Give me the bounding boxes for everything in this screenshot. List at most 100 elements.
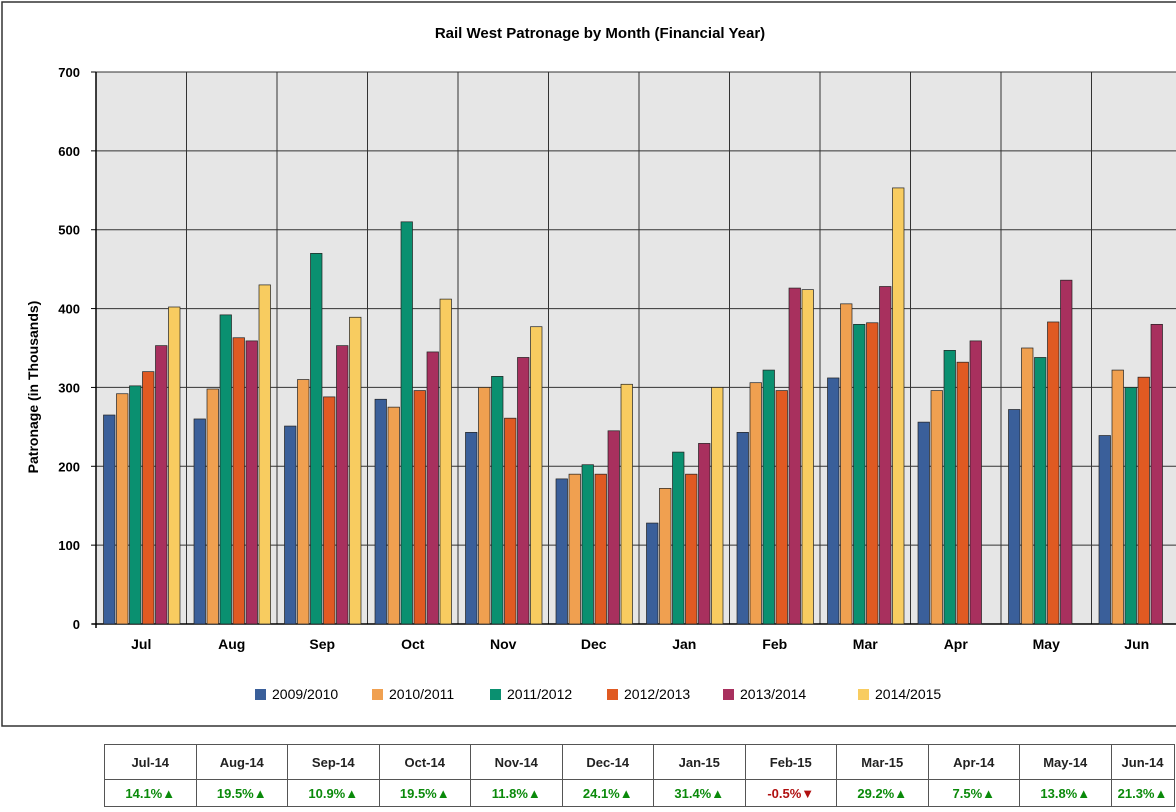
change-cell: -0.5%▼ [744, 779, 837, 807]
month-header-cell: Apr-14 [927, 744, 1020, 780]
bar-2013-2014-nov [517, 357, 530, 625]
y-tick-label: 100 [58, 538, 80, 553]
month-header-cell: Feb-15 [744, 744, 837, 780]
month-header-cell: Mar-15 [836, 744, 929, 780]
bar-2012-2013-apr [956, 361, 969, 625]
bar-2010-2011-jul [116, 393, 129, 625]
bar-2011-2012-nov [491, 376, 504, 625]
bar-2014-2015-jan [711, 387, 724, 625]
change-cell: 29.2%▲ [836, 779, 929, 807]
bar-2011-2012-oct [400, 221, 413, 625]
bar-2009-2010-sep [284, 425, 297, 625]
bar-2012-2013-aug [232, 337, 245, 625]
bar-2011-2012-mar [853, 323, 866, 625]
change-cell: 11.8%▲ [470, 779, 563, 807]
bar-2013-2014-aug [245, 340, 258, 625]
x-tick-label: Jun [1124, 636, 1149, 652]
bar-2010-2011-dec [568, 473, 581, 625]
y-tick-label: 600 [58, 144, 80, 159]
x-tick-label: Nov [490, 636, 517, 652]
bar-2010-2011-mar [840, 303, 853, 625]
bar-2012-2013-jan [685, 473, 698, 625]
x-tick-label: Dec [581, 636, 607, 652]
x-tick-label: Jul [131, 636, 151, 652]
bar-2009-2010-jan [646, 522, 659, 625]
bar-2012-2013-feb [775, 390, 788, 625]
legend-label: 2013/2014 [740, 686, 806, 702]
bar-2009-2010-may [1008, 409, 1021, 625]
bar-2014-2015-sep [349, 316, 362, 625]
bar-2011-2012-feb [762, 369, 775, 625]
bar-2009-2010-aug [193, 418, 206, 625]
bar-2011-2012-apr [943, 350, 956, 625]
bar-2011-2012-may [1034, 357, 1047, 625]
x-tick-label: Feb [762, 636, 787, 652]
bar-2011-2012-jun [1124, 387, 1137, 625]
bar-2013-2014-mar [879, 286, 892, 625]
change-cell: 24.1%▲ [561, 779, 654, 807]
change-cell: 10.9%▲ [287, 779, 380, 807]
month-header-cell: Aug-14 [195, 744, 288, 780]
legend-label: 2010/2011 [389, 686, 454, 702]
bar-2012-2013-jun [1137, 376, 1150, 625]
bar-chart: Rail West Patronage by Month (Financial … [1, 1, 1176, 727]
legend-label: 2012/2013 [624, 686, 690, 702]
month-header-cell: Jan-15 [653, 744, 746, 780]
bar-2013-2014-jan [698, 443, 711, 625]
bar-2011-2012-dec [581, 464, 594, 625]
bar-2013-2014-feb [788, 287, 801, 625]
y-tick-label: 700 [58, 65, 80, 80]
bar-2009-2010-oct [374, 398, 387, 625]
x-tick-label: Apr [944, 636, 969, 652]
x-tick-label: Mar [853, 636, 878, 652]
month-header-cell: Nov-14 [470, 744, 563, 780]
month-header-cell: Oct-14 [378, 744, 471, 780]
legend-label: 2014/2015 [875, 686, 941, 702]
chart-frame: Rail West Patronage by Month (Financial … [1, 1, 1176, 727]
change-cell: 19.5%▲ [378, 779, 471, 807]
bar-2013-2014-sep [336, 345, 349, 625]
bar-2012-2013-oct [413, 390, 426, 625]
bar-2013-2014-jul [155, 345, 168, 625]
y-tick-label: 400 [58, 302, 80, 317]
y-tick-label: 200 [58, 459, 80, 474]
bar-2010-2011-jun [1111, 369, 1124, 625]
plot-area: 0 100 200 300 400 500 600 700 Jul Aug Sep Oct Nov Dec… [58, 65, 1176, 652]
change-cell: 7.5%▲ [927, 779, 1020, 807]
change-cell: 14.1%▲ [104, 779, 197, 807]
bar-2013-2014-apr [969, 340, 982, 625]
bar-2009-2010-jul [103, 414, 116, 625]
x-tick-label: Aug [218, 636, 245, 652]
bar-2011-2012-jan [672, 451, 685, 625]
bar-2009-2010-mar [827, 377, 840, 625]
x-tick-label: Sep [309, 636, 335, 652]
plot-background [96, 72, 1176, 624]
bar-2010-2011-sep [297, 379, 310, 625]
bar-2014-2015-nov [530, 326, 543, 625]
change-cell: 19.5%▲ [195, 779, 288, 807]
bar-2011-2012-sep [310, 253, 323, 625]
x-tick-label: Jan [672, 636, 696, 652]
bar-2010-2011-nov [478, 387, 491, 625]
change-row: 14.1%▲ 19.5%▲ 10.9%▲ 19.5%▲ 11.8%▲ 24.1%▲ 31.4… [104, 779, 1175, 807]
month-header-cell: Jun-14 [1110, 744, 1175, 780]
bar-2010-2011-may [1021, 347, 1034, 625]
bar-2012-2013-dec [594, 473, 607, 625]
legend: 2009/2010 2010/2011 2011/2012 2012/2013 2013… [255, 686, 941, 702]
legend-label: 2009/2010 [272, 686, 338, 702]
y-tick-label: 500 [58, 223, 80, 238]
bar-2010-2011-aug [206, 388, 219, 625]
bar-2010-2011-apr [930, 390, 943, 625]
bar-2010-2011-feb [749, 382, 762, 625]
bar-2009-2010-jun [1098, 435, 1111, 625]
legend-swatch [858, 689, 869, 700]
month-header-cell: May-14 [1019, 744, 1112, 780]
month-header-cell: Sep-14 [287, 744, 380, 780]
bar-2013-2014-jun [1150, 323, 1163, 625]
y-tick-label: 300 [58, 380, 80, 395]
legend-swatch [490, 689, 501, 700]
bar-2009-2010-dec [555, 478, 568, 625]
change-cell: 21.3%▲ [1110, 779, 1175, 807]
yoy-change-table: Jul-14 Aug-14 Sep-14 Oct-14 Nov-14 Dec-14 Jan-… [104, 744, 1175, 807]
y-axis-label: Patronage (in Thousands) [25, 301, 41, 474]
